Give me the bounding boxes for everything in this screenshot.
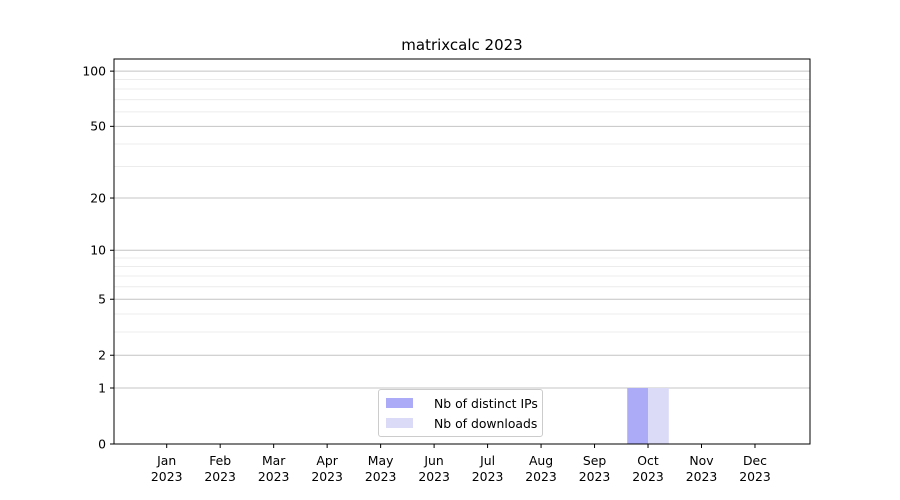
legend-swatch-downloads — [386, 418, 413, 428]
x-tick-label-year: 2023 — [365, 469, 397, 484]
x-tick-label-month: Jul — [479, 453, 495, 468]
legend-item-downloads: Nb of downloads — [386, 414, 538, 433]
x-tick-label-month: Oct — [637, 453, 659, 468]
x-tick-label-year: 2023 — [525, 469, 557, 484]
chart-title: matrixcalc 2023 — [401, 36, 523, 54]
x-tick-label-year: 2023 — [151, 469, 183, 484]
x-tick-label-month: Nov — [689, 453, 713, 468]
x-tick-label-month: Aug — [529, 453, 553, 468]
x-tick-label-year: 2023 — [418, 469, 450, 484]
legend: Nb of distinct IPs Nb of downloads — [378, 389, 543, 437]
y-tick-label: 2 — [98, 348, 106, 363]
x-tick-label-year: 2023 — [204, 469, 236, 484]
y-tick-label: 50 — [90, 119, 106, 134]
x-tick-label-year: 2023 — [258, 469, 290, 484]
x-tick-label-month: May — [368, 453, 394, 468]
x-tick-label-month: Dec — [743, 453, 767, 468]
x-tick-label-month: Jun — [423, 453, 443, 468]
x-tick-label-year: 2023 — [311, 469, 343, 484]
legend-swatch-distinct-ips — [386, 398, 413, 408]
bar-nb-of-distinct-ips — [627, 387, 649, 444]
axis-frame — [113, 58, 811, 445]
x-tick-label-month: Sep — [583, 453, 606, 468]
y-tick-label: 1 — [98, 380, 106, 395]
x-tick-label-year: 2023 — [579, 469, 611, 484]
legend-item-distinct-ips: Nb of distinct IPs — [386, 394, 538, 413]
x-tick-label-month: Feb — [209, 453, 231, 468]
y-tick-label: 5 — [98, 292, 106, 307]
y-tick-label: 100 — [82, 63, 106, 78]
x-tick-label-month: Jan — [156, 453, 176, 468]
bar-nb-of-downloads — [648, 387, 669, 444]
x-tick-label-month: Apr — [316, 453, 338, 468]
y-tick-label: 10 — [90, 243, 106, 258]
legend-label-distinct-ips: Nb of distinct IPs — [434, 395, 538, 411]
x-tick-label-year: 2023 — [686, 469, 718, 484]
x-tick-label-year: 2023 — [472, 469, 504, 484]
y-tick-label: 0 — [98, 436, 106, 451]
y-tick-label: 20 — [90, 190, 106, 205]
x-tick-label-year: 2023 — [632, 469, 664, 484]
legend-label-downloads: Nb of downloads — [434, 415, 538, 431]
x-tick-label-month: Mar — [262, 453, 286, 468]
x-tick-label-year: 2023 — [739, 469, 771, 484]
